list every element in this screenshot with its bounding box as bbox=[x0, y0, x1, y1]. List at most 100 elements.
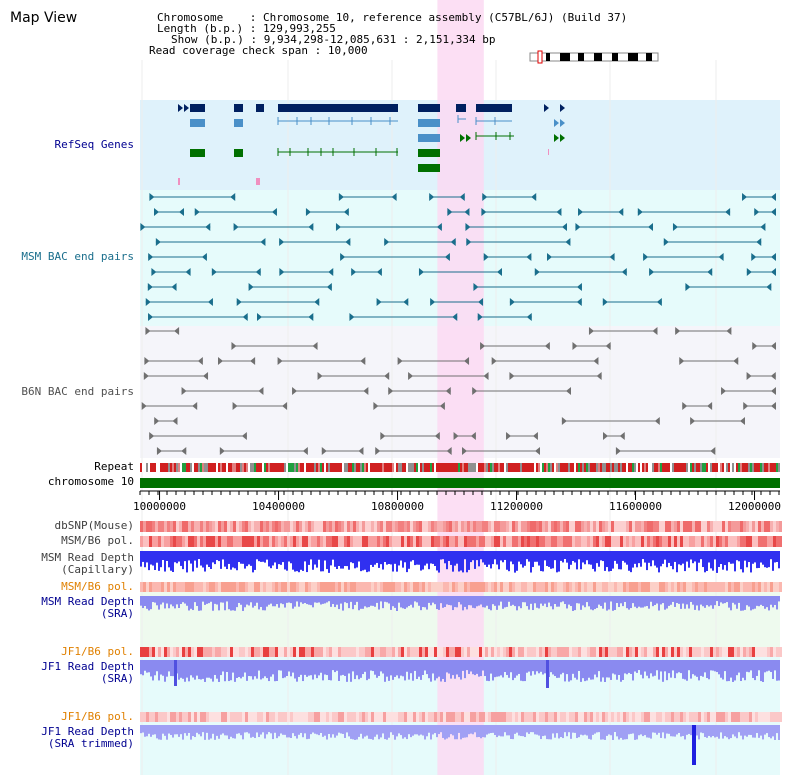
track-label-msm-b6-pol-2[interactable]: MSM/B6 pol. bbox=[61, 580, 134, 593]
track-label-repeat[interactable]: Repeat bbox=[94, 460, 134, 473]
info-show-key: Show (b.p.) bbox=[171, 33, 244, 46]
msm-depth-sra bbox=[464, 596, 466, 607]
track-label-dbsnp[interactable]: dbSNP(Mouse) bbox=[54, 519, 134, 532]
b6n-bac-pair-end bbox=[141, 402, 147, 410]
jf1-depth-trimmed bbox=[350, 725, 352, 739]
jf1-depth-trimmed bbox=[282, 725, 284, 735]
repeat-segment bbox=[596, 463, 598, 472]
jf1-depth-sra bbox=[300, 660, 302, 675]
jf1-depth-trimmed bbox=[602, 725, 604, 740]
msm-b6-pol-strip bbox=[491, 536, 494, 547]
repeat-segment bbox=[670, 463, 672, 472]
msm-bac-pair-end bbox=[465, 223, 471, 231]
msm-depth-capillary bbox=[372, 551, 374, 567]
jf1-depth-trimmed bbox=[614, 725, 616, 733]
track-label-msm-bac[interactable]: MSM BAC end pairs bbox=[21, 250, 134, 263]
jf1-depth-sra bbox=[256, 660, 258, 679]
msm-b6-pol-strip-2 bbox=[332, 582, 335, 592]
msm-b6-pol-strip bbox=[773, 536, 776, 547]
track-label-chromosome[interactable]: chromosome 10 bbox=[47, 475, 134, 488]
jf1-b6-pol-strip-2 bbox=[482, 712, 485, 722]
msm-depth-capillary bbox=[170, 551, 172, 571]
jf1-b6-pol-strip-2 bbox=[338, 712, 341, 722]
msm-b6-pol-strip-2 bbox=[206, 582, 209, 592]
msm-b6-pol-strip bbox=[170, 536, 173, 547]
jf1-depth-sra bbox=[316, 660, 318, 679]
jf1-b6-pol-strip-2 bbox=[164, 712, 167, 722]
dbsnp-strip bbox=[158, 521, 161, 532]
track-label-msm-depth-capillary[interactable]: MSM Read Depth bbox=[41, 551, 134, 564]
msm-depth-capillary bbox=[146, 551, 148, 563]
repeat-segment bbox=[750, 463, 752, 472]
jf1-depth-sra bbox=[700, 660, 702, 676]
msm-bac-pair-end bbox=[230, 193, 236, 201]
msm-depth-capillary bbox=[484, 551, 486, 565]
msm-bac-pair-end bbox=[391, 193, 397, 201]
jf1-depth-sra bbox=[344, 660, 346, 676]
msm-b6-pol-strip-2 bbox=[164, 582, 167, 592]
msm-b6-pol-strip bbox=[395, 536, 398, 547]
msm-b6-pol-strip bbox=[596, 536, 599, 547]
track-label-jf1-depth-sra[interactable]: JF1 Read Depth bbox=[41, 660, 134, 673]
jf1-depth-trimmed bbox=[646, 725, 648, 738]
repeat-segment bbox=[426, 463, 428, 472]
msm-depth-capillary bbox=[524, 551, 526, 566]
jf1-depth-trimmed bbox=[300, 725, 302, 733]
repeat-segment bbox=[204, 463, 206, 472]
track-label-msm-depth-sra-sub: (SRA) bbox=[100, 607, 134, 620]
repeat-segment bbox=[242, 463, 244, 472]
repeat-segment bbox=[690, 463, 692, 472]
jf1-depth-sra bbox=[686, 660, 688, 681]
jf1-b6-pol-strip-2 bbox=[581, 712, 584, 722]
msm-depth-capillary bbox=[470, 551, 472, 563]
msm-bac-pair-end bbox=[556, 208, 562, 216]
msm-depth-sra bbox=[308, 596, 310, 605]
msm-bac-pair-end bbox=[149, 193, 155, 201]
jf1-b6-pol-strip bbox=[707, 647, 710, 657]
jf1-b6-pol-strip bbox=[395, 647, 398, 657]
msm-b6-pol-strip bbox=[332, 536, 335, 547]
msm-depth-capillary bbox=[630, 551, 632, 573]
msm-b6-pol-strip bbox=[641, 536, 644, 547]
repeat-segment bbox=[552, 463, 554, 472]
repeat-segment bbox=[700, 463, 702, 472]
track-label-jf1-depth-trimmed[interactable]: JF1 Read Depth bbox=[41, 725, 134, 738]
msm-depth-capillary bbox=[352, 551, 354, 564]
msm-b6-pol-strip-2 bbox=[689, 582, 692, 592]
repeat-segment bbox=[678, 463, 680, 472]
jf1-b6-pol-strip-2 bbox=[623, 712, 626, 722]
jf1-depth-trimmed bbox=[496, 725, 498, 738]
msm-depth-capillary bbox=[540, 551, 542, 572]
jf1-depth-sra bbox=[484, 660, 486, 677]
jf1-depth-trimmed bbox=[364, 725, 366, 737]
repeat-segment bbox=[526, 463, 528, 472]
jf1-b6-pol-strip bbox=[164, 647, 167, 657]
jf1-depth-sra bbox=[578, 660, 580, 671]
jf1-depth-sra bbox=[636, 660, 638, 673]
msm-bac-pair-end bbox=[279, 268, 285, 276]
track-label-b6n-bac[interactable]: B6N BAC end pairs bbox=[21, 385, 134, 398]
jf1-b6-pol-strip-2 bbox=[734, 712, 737, 722]
msm-depth-capillary bbox=[270, 551, 272, 569]
repeat-segment bbox=[398, 463, 400, 472]
jf1-b6-pol-strip bbox=[539, 647, 542, 657]
track-label-refseq[interactable]: RefSeq Genes bbox=[54, 138, 134, 151]
msm-b6-pol-strip-2 bbox=[536, 582, 539, 592]
msm-depth-capillary bbox=[590, 551, 592, 565]
refseq-gene bbox=[190, 104, 205, 112]
jf1-b6-pol-strip-2 bbox=[275, 712, 278, 722]
track-label-msm-depth-sra[interactable]: MSM Read Depth bbox=[41, 595, 134, 608]
msm-b6-pol-strip bbox=[662, 536, 665, 547]
jf1-b6-pol-strip bbox=[452, 647, 455, 657]
msm-depth-sra bbox=[560, 596, 562, 603]
track-label-jf1-b6-pol[interactable]: JF1/B6 pol. bbox=[61, 645, 134, 658]
msm-b6-pol-strip-2 bbox=[542, 582, 545, 592]
repeat-segment bbox=[486, 463, 488, 472]
track-label-jf1-b6-pol-2[interactable]: JF1/B6 pol. bbox=[61, 710, 134, 723]
track-label-msm-b6-pol[interactable]: MSM/B6 pol. bbox=[61, 534, 134, 547]
repeat-segment bbox=[212, 463, 214, 472]
repeat-segment bbox=[232, 463, 234, 472]
dbsnp-strip bbox=[641, 521, 644, 532]
msm-b6-pol-strip bbox=[770, 536, 773, 547]
msm-depth-sra bbox=[716, 596, 718, 602]
